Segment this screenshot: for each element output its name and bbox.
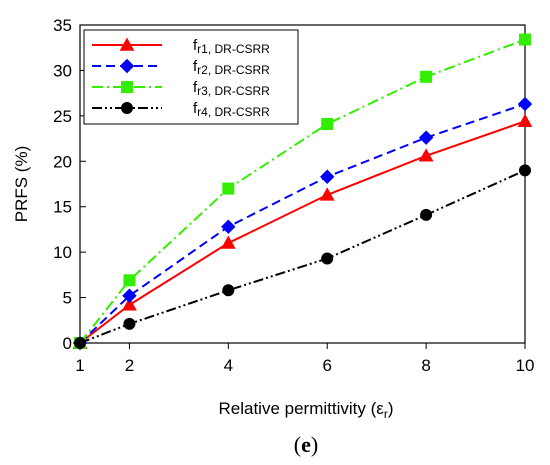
data-point	[418, 130, 434, 145]
legend-label: fr2, DR-CSRR	[193, 58, 270, 77]
y-tick-label: 35	[53, 16, 72, 35]
x-tick-label: 1	[75, 356, 84, 375]
data-point	[122, 288, 137, 303]
legend-label: fr3, DR-CSRR	[193, 79, 270, 98]
legend-marker	[121, 81, 133, 93]
data-point	[123, 274, 136, 287]
series-line	[79, 169, 526, 344]
x-tick-label: 8	[421, 356, 430, 375]
x-tick-label: 6	[322, 356, 331, 375]
y-tick-label: 15	[53, 198, 72, 217]
data-point	[123, 317, 136, 330]
data-point	[321, 118, 334, 131]
data-point	[321, 252, 334, 265]
y-tick-label: 20	[53, 152, 72, 171]
legend-marker	[119, 58, 135, 74]
series-line	[79, 120, 526, 344]
x-tick-label: 2	[125, 356, 134, 375]
data-point	[222, 182, 235, 195]
data-point	[220, 235, 236, 249]
series-layer	[72, 33, 533, 351]
y-tick-label: 30	[53, 61, 72, 80]
x-tick-label: 10	[516, 356, 535, 375]
series-line	[79, 103, 526, 344]
series-4	[74, 164, 531, 349]
y-axis-ticks: 0 5 10 15 20 25 30 35	[53, 16, 86, 353]
data-point	[122, 297, 137, 311]
data-point	[420, 70, 433, 83]
x-axis-title: Relative permittivity (εr)	[218, 399, 393, 421]
figure-caption: (e)	[294, 432, 318, 457]
x-axis-title-symbol: ε	[376, 399, 384, 418]
x-axis-title-text: Relative permittivity	[218, 399, 366, 418]
x-tick-label: 4	[224, 356, 233, 375]
data-point	[517, 113, 533, 128]
series-line	[79, 38, 526, 344]
data-point	[519, 164, 531, 177]
legend-label: fr4, DR-CSRR	[193, 100, 270, 119]
y-axis-title: PRFS (%)	[12, 146, 31, 223]
data-point	[319, 187, 335, 201]
data-point	[320, 169, 335, 184]
legend-marker	[121, 102, 133, 114]
legend-marker	[119, 37, 135, 51]
x-axis-ticks: 1 2 4 6 8 10	[75, 343, 534, 375]
data-point	[222, 284, 235, 297]
data-point	[221, 219, 236, 234]
data-point	[519, 33, 531, 46]
figure-caption-letter: e	[301, 432, 311, 457]
legend-label: fr1, DR-CSRR	[193, 37, 270, 56]
data-point	[418, 148, 434, 162]
y-tick-label: 0	[63, 334, 72, 353]
x-axis-title-sub: r	[384, 407, 388, 421]
y-tick-label: 10	[53, 243, 72, 262]
data-point	[420, 208, 433, 221]
y-tick-label: 5	[63, 289, 72, 308]
data-point	[517, 96, 533, 112]
legend: fr1, DR-CSRR fr2, DR-CSRR fr3, DR-CSRR fr4,…	[83, 29, 299, 125]
data-point	[74, 337, 86, 349]
y-tick-label: 25	[53, 107, 72, 126]
